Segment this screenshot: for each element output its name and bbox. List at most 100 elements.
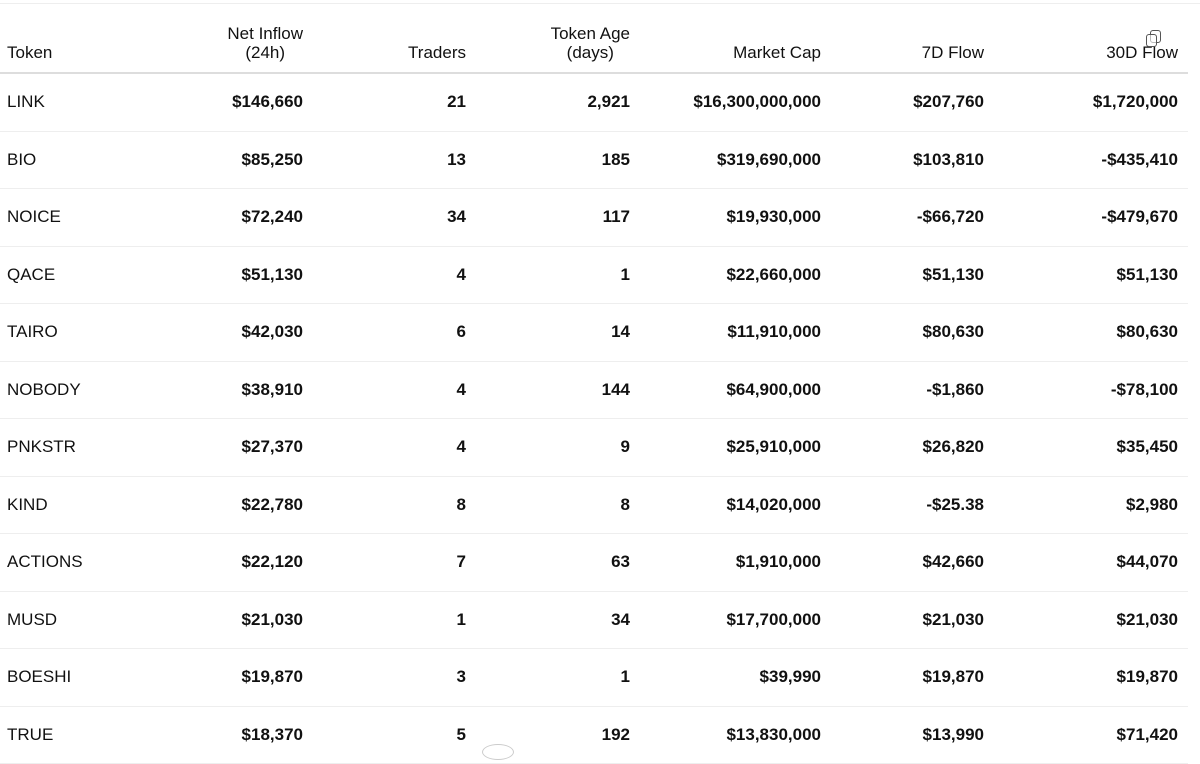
header-30d-flow-label: 30D Flow xyxy=(1106,43,1178,62)
cell-token-age: 63 xyxy=(476,533,640,592)
cell-7d-flow: $207,760 xyxy=(831,73,994,132)
cell-token-age: 9 xyxy=(476,418,640,477)
cell-token: TAIRO xyxy=(0,303,200,362)
cell-token: MUSD xyxy=(0,591,200,649)
cell-net-inflow: $146,660 xyxy=(200,73,313,132)
cell-30d-flow: $44,070 xyxy=(994,533,1188,592)
cell-token-age: 14 xyxy=(476,303,640,362)
cell-market-cap: $39,990 xyxy=(640,648,831,707)
cell-30d-flow: -$435,410 xyxy=(994,131,1188,189)
cell-token: NOBODY xyxy=(0,361,200,419)
cell-traders: 3 xyxy=(313,648,476,707)
cell-traders: 1 xyxy=(313,591,476,649)
header-net-inflow-line1: Net Inflow xyxy=(227,24,303,43)
cell-traders: 7 xyxy=(313,533,476,592)
table-header: Token Net Inflow (24h) Traders Token Age(… xyxy=(0,0,1188,74)
header-market-cap[interactable]: Market Cap xyxy=(640,0,831,74)
cell-7d-flow: $19,870 xyxy=(831,648,994,707)
cell-market-cap: $19,930,000 xyxy=(640,188,831,247)
table-row[interactable]: NOBODY $38,910 4 144 $64,900,000 -$1,860 -$78,… xyxy=(0,361,1188,419)
cell-7d-flow: $21,030 xyxy=(831,591,994,649)
cell-net-inflow: $19,870 xyxy=(200,648,313,707)
cell-7d-flow: $42,660 xyxy=(831,533,994,592)
cell-30d-flow: -$78,100 xyxy=(994,361,1188,419)
table-row[interactable]: NOICE $72,240 34 117 $19,930,000 -$66,720 -$47… xyxy=(0,188,1188,247)
cell-token: PNKSTR xyxy=(0,418,200,477)
cell-token: KIND xyxy=(0,476,200,534)
cell-market-cap: $13,830,000 xyxy=(640,706,831,764)
header-net-inflow[interactable]: Net Inflow (24h) xyxy=(200,0,313,74)
cell-token-age: 34 xyxy=(476,591,640,649)
cell-market-cap: $64,900,000 xyxy=(640,361,831,419)
header-token-age[interactable]: Token Age (days) xyxy=(476,0,640,74)
cell-market-cap: $11,910,000 xyxy=(640,303,831,362)
cell-30d-flow: $19,870 xyxy=(994,648,1188,707)
table-row[interactable]: TAIRO $42,030 6 14 $11,910,000 $80,630 $80,630 xyxy=(0,303,1188,362)
cell-market-cap: $319,690,000 xyxy=(640,131,831,189)
cell-30d-flow: $35,450 xyxy=(994,418,1188,477)
cell-token-age: 117 xyxy=(476,188,640,247)
cell-net-inflow: $72,240 xyxy=(200,188,313,247)
header-traders[interactable]: Traders xyxy=(313,0,476,74)
table-row[interactable]: PNKSTR $27,370 4 9 $25,910,000 $26,820 $35,450 xyxy=(0,418,1188,477)
cell-net-inflow: $22,780 xyxy=(200,476,313,534)
cell-token-age: 8 xyxy=(476,476,640,534)
cell-30d-flow: $80,630 xyxy=(994,303,1188,362)
cell-traders: 4 xyxy=(313,246,476,304)
cell-7d-flow: $80,630 xyxy=(831,303,994,362)
header-7d-flow[interactable]: 7D Flow xyxy=(831,0,994,74)
cell-net-inflow: $85,250 xyxy=(200,131,313,189)
cell-net-inflow: $18,370 xyxy=(200,706,313,764)
table-row[interactable]: BOESHI $19,870 3 1 $39,990 $19,870 $19,870 xyxy=(0,648,1188,707)
table-row[interactable]: LINK $146,660 21 2,921 $16,300,000,000 $207,7… xyxy=(0,73,1188,132)
cell-30d-flow: $21,030 xyxy=(994,591,1188,649)
table-row[interactable]: TRUE $18,370 5 192 $13,830,000 $13,990 $71,420 xyxy=(0,706,1188,764)
header-token-age-line1: Token Age xyxy=(550,24,630,43)
scroll-indicator[interactable] xyxy=(482,744,514,760)
table-row[interactable]: QACE $51,130 4 1 $22,660,000 $51,130 $51,130 xyxy=(0,246,1188,304)
cell-net-inflow: $27,370 xyxy=(200,418,313,477)
cell-traders: 4 xyxy=(313,361,476,419)
cell-market-cap: $14,020,000 xyxy=(640,476,831,534)
cell-token-age: 2,921 xyxy=(476,73,640,132)
cell-token: ACTIONS xyxy=(0,533,200,592)
cell-net-inflow: $51,130 xyxy=(200,246,313,304)
cell-30d-flow: $1,720,000 xyxy=(994,73,1188,132)
cell-7d-flow: $103,810 xyxy=(831,131,994,189)
cell-traders: 6 xyxy=(313,303,476,362)
cell-30d-flow: $2,980 xyxy=(994,476,1188,534)
cell-net-inflow: $42,030 xyxy=(200,303,313,362)
cell-traders: 8 xyxy=(313,476,476,534)
cell-market-cap: $16,300,000,000 xyxy=(640,73,831,132)
cell-token-age: 1 xyxy=(476,648,640,707)
cell-market-cap: $25,910,000 xyxy=(640,418,831,477)
cell-market-cap: $17,700,000 xyxy=(640,591,831,649)
cell-7d-flow: $51,130 xyxy=(831,246,994,304)
cell-30d-flow: -$479,670 xyxy=(994,188,1188,247)
table-row[interactable]: MUSD $21,030 1 34 $17,700,000 $21,030 $21,030 xyxy=(0,591,1188,649)
cell-token: QACE xyxy=(0,246,200,304)
cell-7d-flow: -$66,720 xyxy=(831,188,994,247)
header-token-age-line2: (days) xyxy=(566,43,614,62)
cell-7d-flow: -$1,860 xyxy=(831,361,994,419)
cell-market-cap: $1,910,000 xyxy=(640,533,831,592)
copy-icon[interactable] xyxy=(1146,30,1161,47)
cell-7d-flow: $26,820 xyxy=(831,418,994,477)
cell-traders: 34 xyxy=(313,188,476,247)
cell-30d-flow: $71,420 xyxy=(994,706,1188,764)
cell-token: BOESHI xyxy=(0,648,200,707)
cell-token-age: 185 xyxy=(476,131,640,189)
table-row[interactable]: ACTIONS $22,120 7 63 $1,910,000 $42,660 $44,07… xyxy=(0,533,1188,592)
cell-token: BIO xyxy=(0,131,200,189)
table-row[interactable]: KIND $22,780 8 8 $14,020,000 -$25.38 $2,980 xyxy=(0,476,1188,534)
cell-30d-flow: $51,130 xyxy=(994,246,1188,304)
table-row[interactable]: BIO $85,250 13 185 $319,690,000 $103,810 -$435… xyxy=(0,131,1188,189)
cell-net-inflow: $22,120 xyxy=(200,533,313,592)
cell-token-age: 144 xyxy=(476,361,640,419)
header-token[interactable]: Token xyxy=(0,0,200,74)
cell-token-age: 1 xyxy=(476,246,640,304)
cell-7d-flow: -$25.38 xyxy=(831,476,994,534)
cell-traders: 4 xyxy=(313,418,476,477)
cell-traders: 21 xyxy=(313,73,476,132)
